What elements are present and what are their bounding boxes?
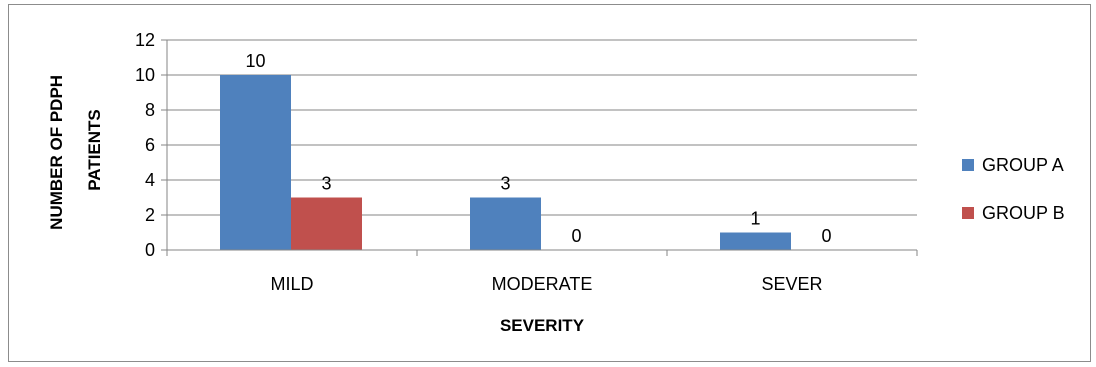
bar [720,232,791,250]
data-label: 1 [750,209,760,229]
y-axis-title-line-2: PATIENTS [85,109,104,191]
legend: GROUP A GROUP B [962,155,1065,223]
data-label: 0 [821,226,831,246]
legend-label: GROUP B [982,203,1065,223]
x-tick-labels: MILD MODERATE SEVER [270,274,822,294]
x-tick-label: SEVER [761,274,822,294]
chart-frame [8,4,1091,362]
data-label: 3 [500,174,510,194]
data-label: 3 [321,174,331,194]
y-tick-label: 0 [145,240,155,260]
x-axis-title: SEVERITY [500,316,585,335]
y-tick-label: 2 [145,205,155,225]
legend-label: GROUP A [982,155,1064,175]
bar [220,75,291,250]
y-tick-label: 8 [145,100,155,120]
data-label: 10 [245,51,265,71]
y-axis-title: NUMBER OF PDPH PATIENTS [47,70,104,230]
y-axis-title-line-1: NUMBER OF PDPH [47,75,66,230]
bar [291,197,362,250]
legend-swatch [962,159,974,171]
bar [470,197,541,250]
x-tick-label: MILD [270,274,313,294]
y-tick-label: 12 [135,30,155,50]
data-label: 0 [571,226,581,246]
axes [161,39,918,256]
x-tick-label: MODERATE [492,274,593,294]
y-tick-labels: 0 2 4 6 8 10 12 [135,30,155,260]
y-tick-label: 4 [145,170,155,190]
y-tick-label: 6 [145,135,155,155]
legend-swatch [962,207,974,219]
bars [220,75,791,250]
y-tick-label: 10 [135,65,155,85]
